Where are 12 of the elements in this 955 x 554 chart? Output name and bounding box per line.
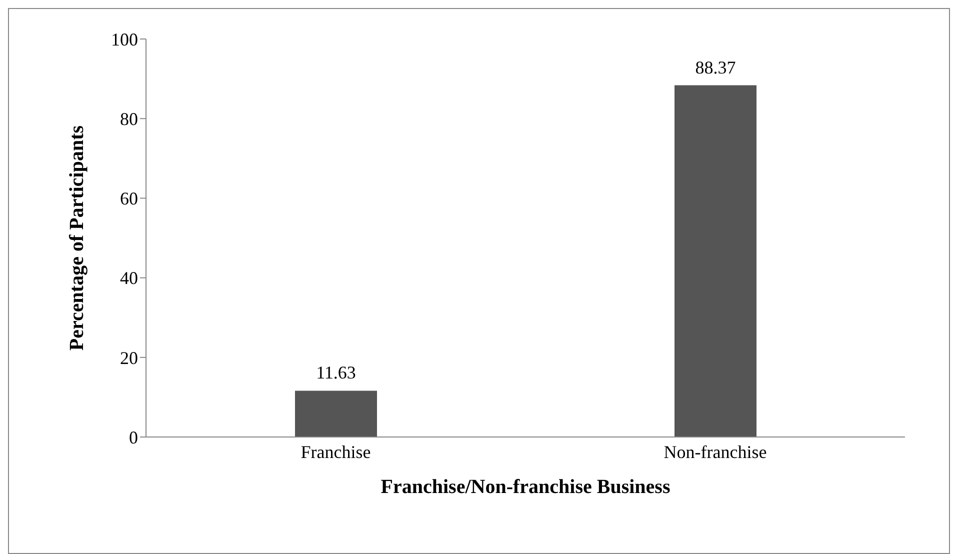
- data-label: 88.37: [695, 57, 736, 78]
- y-tick-label: 0: [129, 427, 138, 448]
- x-tick-label: Franchise: [300, 442, 371, 462]
- y-tick-label: 60: [120, 188, 138, 209]
- y-tick-label: 80: [120, 108, 138, 129]
- x-tick-label: Non-franchise: [664, 442, 767, 462]
- y-tick-label: 20: [120, 348, 138, 368]
- data-label: 11.63: [316, 362, 356, 383]
- x-axis-title: Franchise/Non-franchise Business: [380, 476, 670, 498]
- y-axis-title: Percentage of Participants: [66, 125, 88, 351]
- y-tick-label: 100: [111, 29, 138, 50]
- y-tick-label: 40: [120, 268, 138, 288]
